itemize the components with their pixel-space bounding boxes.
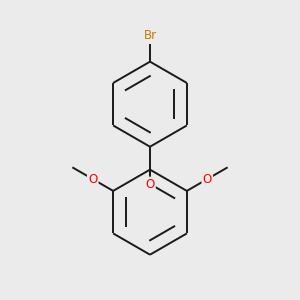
Text: O: O — [88, 172, 98, 186]
Text: O: O — [146, 178, 154, 191]
Text: O: O — [146, 178, 154, 191]
Text: O: O — [202, 172, 212, 186]
Text: O: O — [202, 172, 212, 186]
Text: O: O — [88, 172, 98, 186]
Text: Br: Br — [143, 29, 157, 42]
